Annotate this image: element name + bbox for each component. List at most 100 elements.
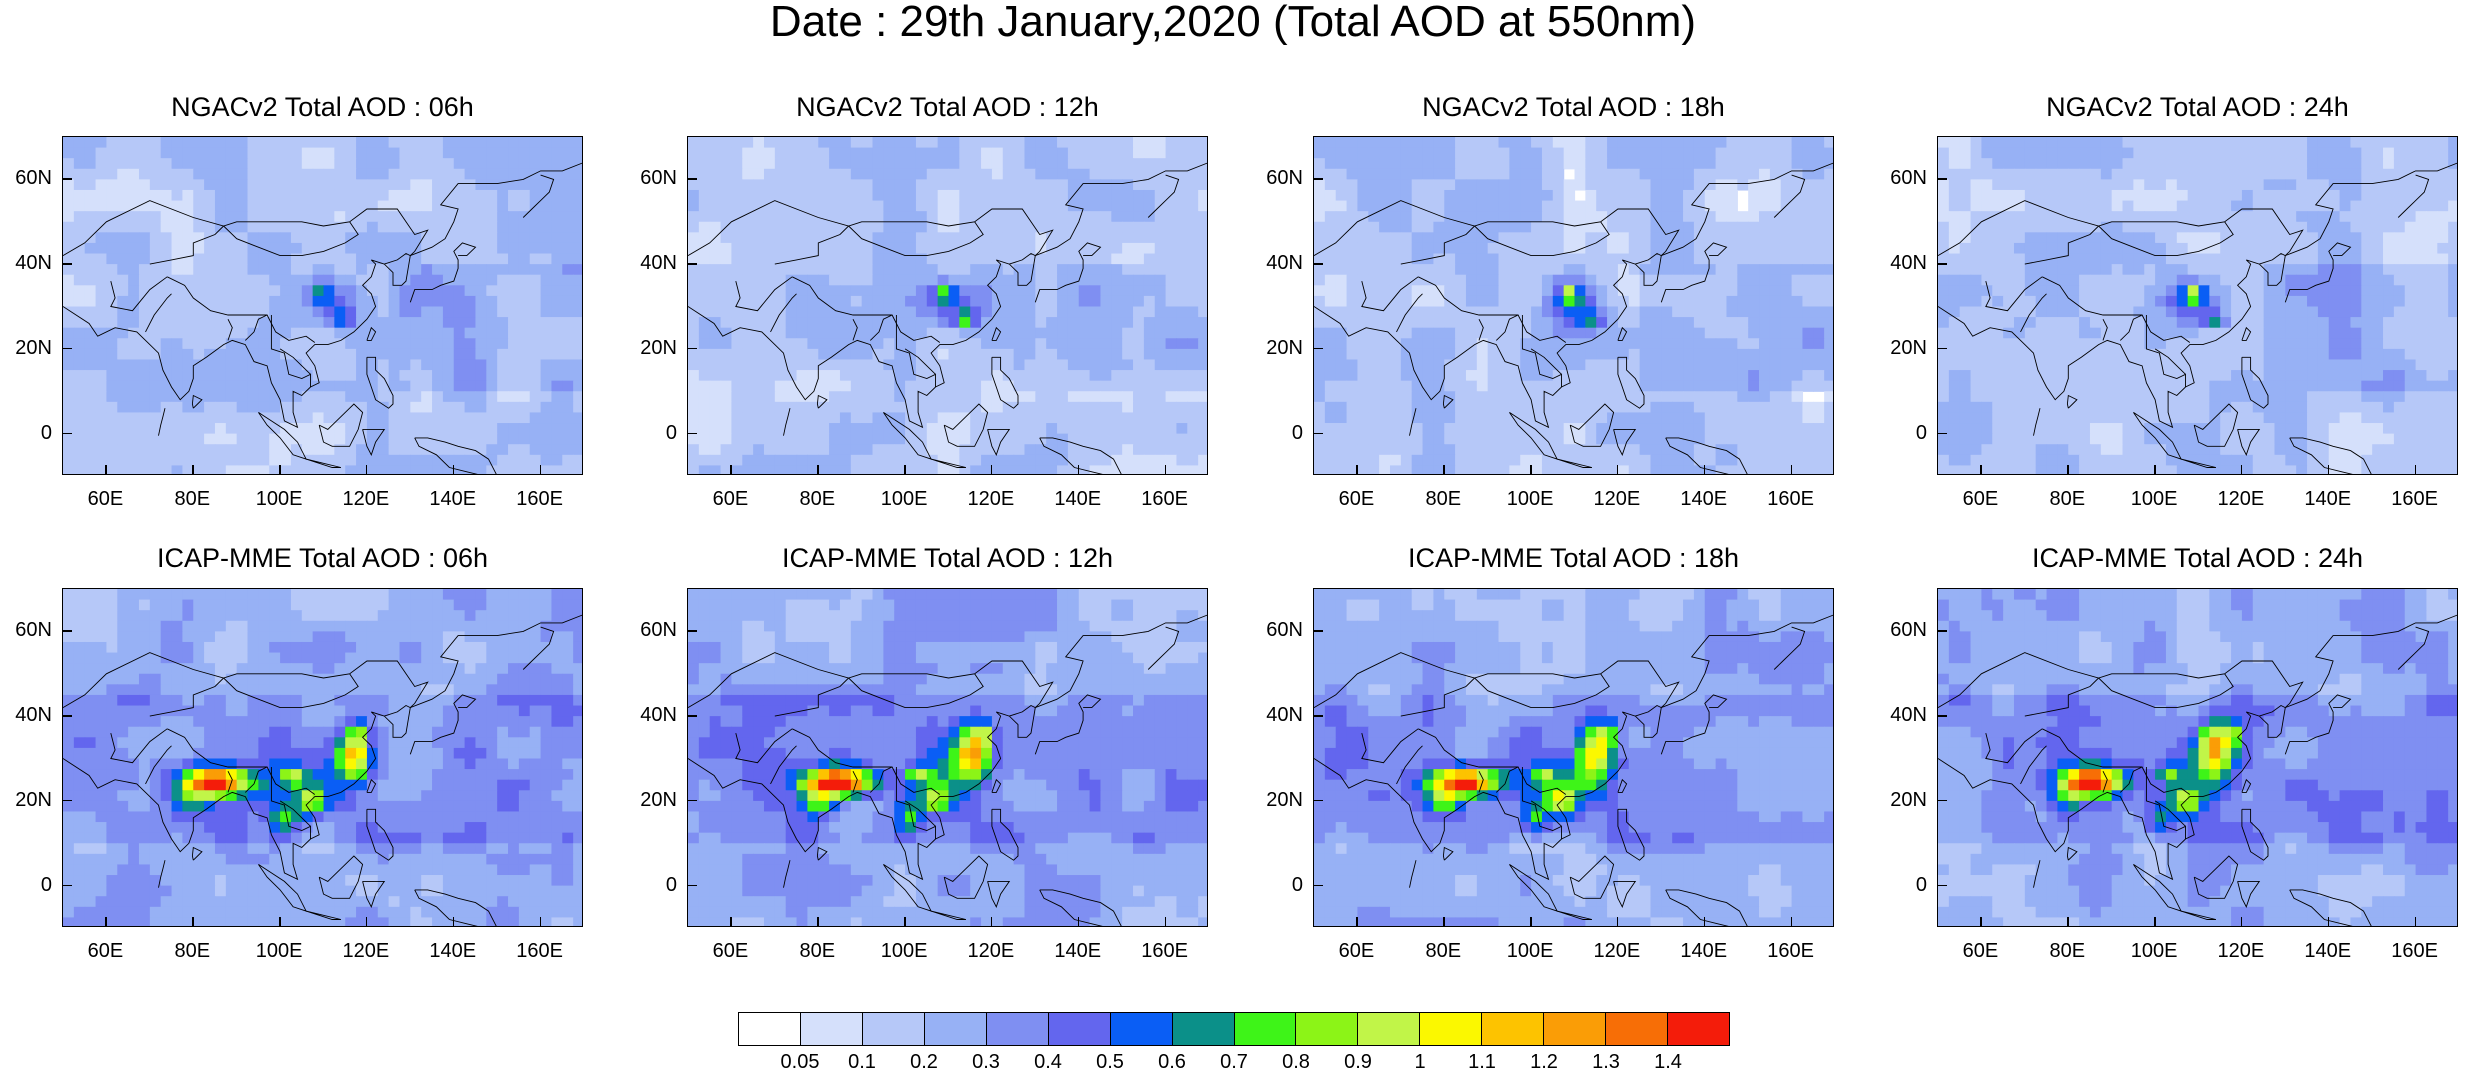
x-tick-label: 80E [2032, 489, 2102, 509]
x-tick-mark [2067, 917, 2069, 927]
colorbar-label: 0.2 [894, 1052, 954, 1072]
colorbar-label: 0.1 [832, 1052, 892, 1072]
x-tick-mark [817, 917, 819, 927]
y-tick-mark [62, 433, 72, 435]
aod-map-panel [62, 588, 583, 927]
y-tick-mark [62, 348, 72, 350]
x-tick-label: 120E [331, 941, 401, 961]
y-tick-mark [1313, 263, 1323, 265]
y-tick-label: 20N [1867, 790, 1927, 810]
x-tick-mark [1791, 917, 1793, 927]
aod-field [63, 137, 583, 475]
panel-title: NGACv2 Total AOD : 18h [1294, 92, 1854, 122]
x-tick-mark [192, 917, 194, 927]
panel-title: ICAP-MME Total AOD : 12h [668, 543, 1228, 573]
x-tick-label: 160E [2380, 489, 2450, 509]
x-tick-label: 160E [1756, 489, 1826, 509]
x-tick-label: 160E [505, 489, 575, 509]
colorbar-segment [987, 1013, 1049, 1045]
panel-title: NGACv2 Total AOD : 06h [43, 92, 603, 122]
x-tick-label: 100E [2119, 489, 2189, 509]
y-tick-mark [687, 800, 697, 802]
x-tick-mark [1443, 917, 1445, 927]
y-tick-mark [62, 715, 72, 717]
x-tick-label: 140E [1043, 489, 1113, 509]
x-tick-mark [1980, 917, 1982, 927]
y-tick-label: 40N [1867, 705, 1927, 725]
colorbar-segment [1420, 1013, 1482, 1045]
aod-map-panel [1313, 588, 1834, 927]
x-tick-label: 100E [2119, 941, 2189, 961]
aod-grid-cells [688, 137, 1208, 475]
y-tick-label: 40N [0, 705, 52, 725]
colorbar-segment [1606, 1013, 1668, 1045]
x-tick-mark [817, 465, 819, 475]
x-tick-label: 140E [418, 941, 488, 961]
x-tick-label: 60E [70, 941, 140, 961]
colorbar-segment [1235, 1013, 1297, 1045]
y-tick-label: 60N [1243, 620, 1303, 640]
x-tick-mark [2328, 917, 2330, 927]
x-tick-mark [1791, 465, 1793, 475]
x-tick-label: 60E [1321, 941, 1391, 961]
y-tick-label: 60N [0, 620, 52, 640]
x-tick-label: 60E [70, 489, 140, 509]
x-tick-mark [904, 465, 906, 475]
x-tick-label: 140E [1669, 941, 1739, 961]
x-tick-label: 120E [1582, 941, 1652, 961]
y-tick-label: 60N [1867, 620, 1927, 640]
x-tick-label: 60E [695, 941, 765, 961]
colorbar-label: 1.1 [1452, 1052, 1512, 1072]
colorbar-segment [1111, 1013, 1173, 1045]
colorbar-label: 0.6 [1142, 1052, 1202, 1072]
colorbar-label: 0.8 [1266, 1052, 1326, 1072]
x-tick-mark [2328, 465, 2330, 475]
aod-grid-cells [1314, 137, 1834, 475]
aod-grid-cells [1314, 589, 1834, 927]
aod-field [63, 589, 583, 927]
x-tick-label: 120E [2206, 489, 2276, 509]
y-tick-label: 20N [1867, 338, 1927, 358]
panel-title: NGACv2 Total AOD : 24h [1918, 92, 2466, 122]
aod-map-panel [62, 136, 583, 475]
colorbar-segment [1173, 1013, 1235, 1045]
y-tick-mark [1937, 433, 1947, 435]
colorbar-segment [863, 1013, 925, 1045]
x-tick-label: 80E [2032, 941, 2102, 961]
y-tick-label: 0 [1243, 423, 1303, 443]
x-tick-label: 160E [1130, 489, 1200, 509]
colorbar [738, 1012, 1730, 1046]
y-tick-mark [1313, 715, 1323, 717]
aod-map-panel [1937, 136, 2458, 475]
y-tick-label: 0 [617, 875, 677, 895]
y-tick-mark [1937, 348, 1947, 350]
y-tick-label: 40N [617, 705, 677, 725]
x-tick-label: 140E [1043, 941, 1113, 961]
colorbar-label: 1.4 [1638, 1052, 1698, 1072]
y-tick-mark [1937, 630, 1947, 632]
colorbar-segment [1358, 1013, 1420, 1045]
x-tick-mark [1165, 917, 1167, 927]
x-tick-label: 100E [1495, 489, 1565, 509]
x-tick-mark [2241, 917, 2243, 927]
y-tick-label: 40N [617, 253, 677, 273]
x-tick-mark [1530, 465, 1532, 475]
x-tick-label: 160E [2380, 941, 2450, 961]
x-tick-label: 100E [244, 941, 314, 961]
x-tick-label: 80E [782, 489, 852, 509]
aod-field [688, 589, 1208, 927]
x-tick-mark [991, 465, 993, 475]
colorbar-label: 0.5 [1080, 1052, 1140, 1072]
x-tick-mark [2154, 917, 2156, 927]
x-tick-mark [904, 917, 906, 927]
y-tick-mark [1313, 433, 1323, 435]
x-tick-mark [366, 465, 368, 475]
x-tick-label: 160E [1130, 941, 1200, 961]
aod-grid-cells [63, 589, 583, 927]
y-tick-label: 60N [0, 168, 52, 188]
x-tick-mark [2154, 465, 2156, 475]
x-tick-label: 100E [869, 941, 939, 961]
colorbar-segment [739, 1013, 801, 1045]
aod-map-panel [687, 136, 1208, 475]
x-tick-label: 120E [956, 941, 1026, 961]
